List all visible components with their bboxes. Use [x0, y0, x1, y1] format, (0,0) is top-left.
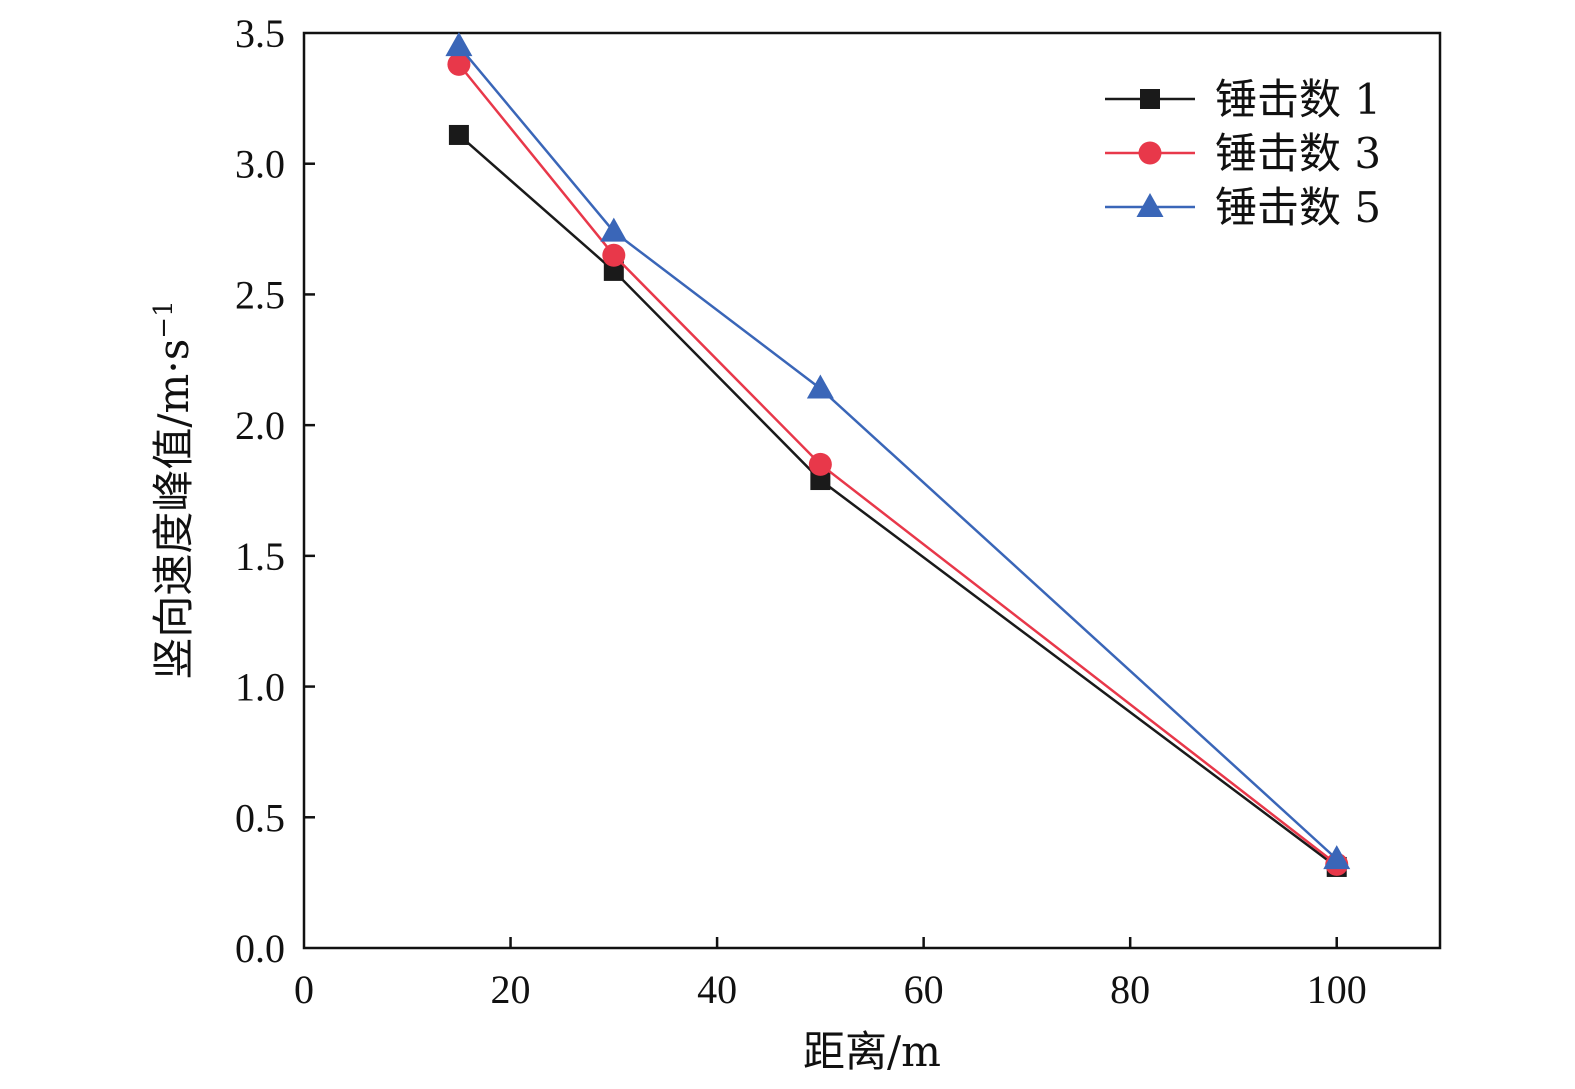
data-point — [447, 52, 471, 76]
y-tick-label: 3.5 — [235, 11, 285, 56]
x-tick-label: 20 — [491, 967, 531, 1012]
data-point — [808, 452, 832, 476]
data-point — [806, 374, 834, 399]
series-line — [457, 63, 1338, 866]
legend-item: 锤击数 1 — [1105, 75, 1381, 124]
series-group — [445, 32, 1351, 877]
y-tick-label: 2.0 — [235, 403, 285, 448]
legend-label: 锤击数 1 — [1215, 75, 1381, 124]
legend-label: 锤击数 3 — [1215, 129, 1381, 178]
plot-area — [302, 31, 1442, 950]
y-tick-label: 1.0 — [235, 665, 285, 710]
series-line — [457, 45, 1338, 861]
series-1 — [448, 124, 1347, 877]
series-3 — [445, 32, 1351, 870]
y-tick-label: 2.5 — [235, 272, 285, 317]
data-point — [445, 32, 473, 57]
x-tick-label: 60 — [904, 967, 944, 1012]
x-tick-label: 40 — [697, 967, 737, 1012]
legend: 锤击数 1 锤击数 3 锤击数 5 — [1105, 75, 1381, 232]
series-line — [458, 134, 1338, 868]
legend-marker — [1136, 193, 1164, 217]
legend-item: 锤击数 3 — [1105, 129, 1381, 178]
x-tick-label: 0 — [294, 967, 314, 1012]
plot-frame — [302, 31, 1442, 950]
x-axis-title: 距离/m — [803, 1027, 941, 1076]
x-tick-label: 100 — [1307, 967, 1367, 1012]
data-point — [810, 470, 831, 491]
legend-marker — [1138, 141, 1162, 165]
y-tick-label: 0.0 — [235, 926, 285, 971]
data-point — [1323, 845, 1351, 870]
series-2 — [447, 52, 1349, 876]
data-point — [603, 260, 624, 281]
data-point — [602, 243, 626, 267]
y-axis: 0.0 0.5 1.0 1.5 2.0 2.5 3.0 3.5 — [235, 11, 315, 971]
legend-item: 锤击数 5 — [1105, 183, 1381, 232]
y-axis-title: 竖向速度峰值/m·s−1 — [149, 300, 198, 679]
legend-label: 锤击数 5 — [1215, 183, 1381, 232]
data-point — [448, 124, 469, 145]
legend-marker — [1140, 89, 1160, 109]
y-axis-title-main: 竖向速度峰值/m·s — [149, 339, 198, 680]
y-tick-label: 3.0 — [235, 142, 285, 187]
y-tick-label: 1.5 — [235, 534, 285, 579]
x-axis: 0 20 40 60 80 100 — [294, 937, 1367, 1012]
y-axis-title-superscript: −1 — [149, 300, 179, 338]
data-point — [600, 217, 628, 242]
x-tick-label: 80 — [1110, 967, 1150, 1012]
y-tick-label: 0.5 — [235, 795, 285, 840]
